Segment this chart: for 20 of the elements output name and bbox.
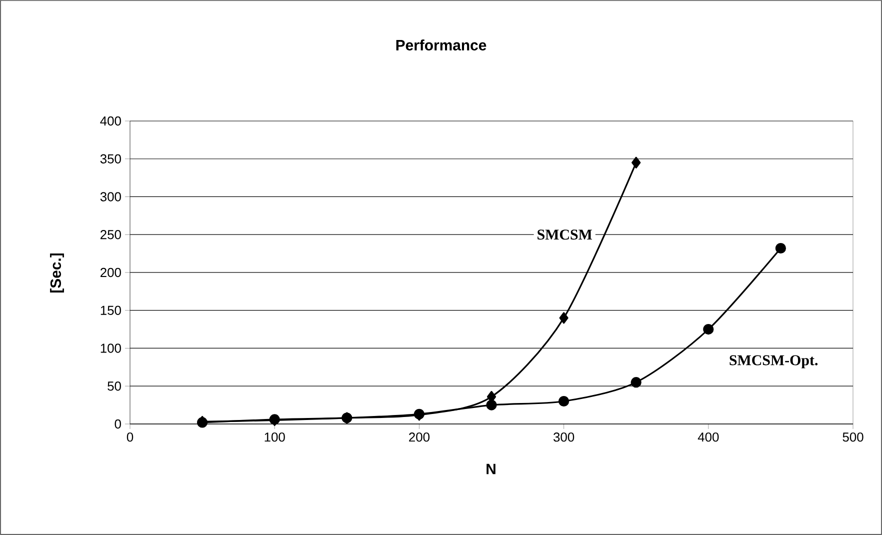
x-tick-label: 500 (842, 432, 864, 442)
x-tick-label: 100 (264, 432, 285, 442)
series-label: SMCSM (538, 230, 592, 240)
y-tick-label: 0 (114, 419, 121, 429)
y-tick-label: 300 (100, 192, 121, 202)
x-tick-label: 400 (698, 432, 719, 442)
y-tick-label: 250 (100, 230, 121, 240)
x-tick-label: 0 (126, 432, 134, 442)
y-tick-label: 200 (100, 268, 121, 278)
y-axis-title: [Sec.] (50, 253, 64, 292)
y-tick-label: 100 (100, 344, 121, 353)
y-tick-label: 50 (108, 382, 121, 391)
y-tick-label: 350 (100, 154, 121, 164)
chart-title: Performance (396, 40, 486, 50)
y-tick-label: 150 (100, 306, 121, 315)
y-tick-label: 400 (100, 116, 121, 126)
x-tick-label: 300 (554, 432, 574, 442)
x-axis-title: N (486, 464, 496, 474)
x-tick-label: 200 (409, 432, 430, 442)
series-label: SMCSM-Opt. (730, 355, 818, 368)
